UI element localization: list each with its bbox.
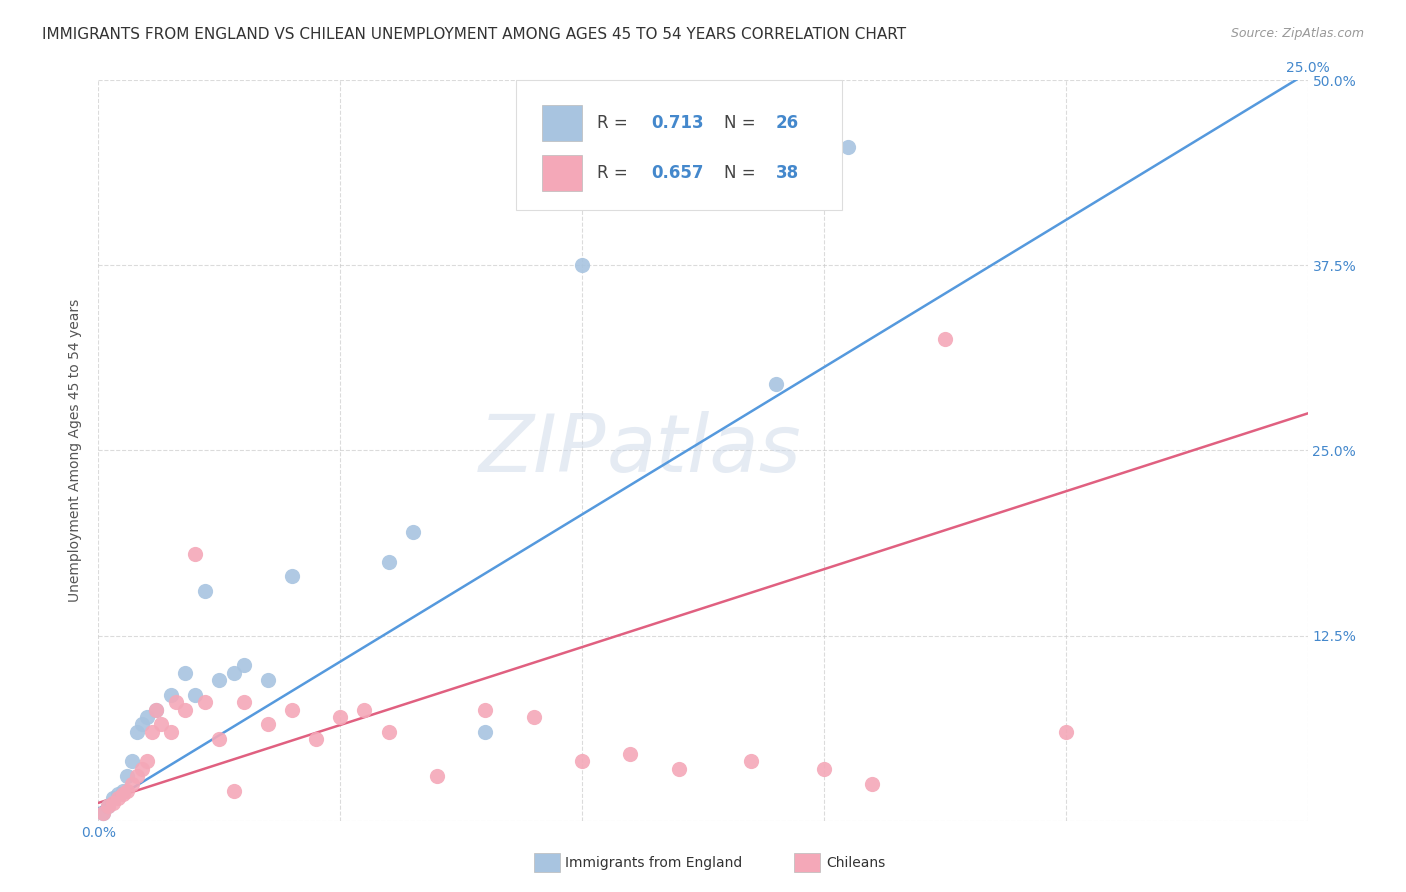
Point [765,376,787,391]
Point [208,732,231,747]
Text: 0.657: 0.657 [651,164,703,182]
Point [256,673,278,687]
Point [117,769,139,783]
Text: N =: N = [724,114,761,132]
Point [117,784,139,798]
Point [256,717,278,731]
Point [91,806,114,821]
Point [111,784,134,798]
Text: R =: R = [596,164,633,182]
Point [160,724,183,739]
Point [305,732,328,747]
Text: 38: 38 [776,164,799,182]
Point [127,724,149,739]
Point [474,724,496,739]
Point [131,717,153,731]
Point [740,755,762,769]
Point [121,776,143,791]
Point [837,140,859,154]
Point [222,665,245,680]
Text: N =: N = [724,164,761,182]
Point [474,703,496,717]
Point [150,717,173,731]
Y-axis label: Unemployment Among Ages 45 to 54 years: Unemployment Among Ages 45 to 54 years [69,299,83,602]
Point [353,703,375,717]
Point [194,584,217,599]
Point [184,547,207,561]
Point [426,769,449,783]
Point [97,798,120,813]
Point [101,796,124,810]
FancyBboxPatch shape [543,155,582,191]
FancyBboxPatch shape [516,80,842,210]
Point [571,259,593,273]
Point [194,695,217,709]
Point [281,569,304,583]
Point [281,703,304,717]
Point [232,658,254,673]
Text: IMMIGRANTS FROM ENGLAND VS CHILEAN UNEMPLOYMENT AMONG AGES 45 TO 54 YEARS CORREL: IMMIGRANTS FROM ENGLAND VS CHILEAN UNEMP… [42,27,907,42]
Point [160,688,183,702]
Point [131,762,153,776]
Point [91,806,114,821]
Point [329,710,352,724]
Point [232,695,254,709]
Point [174,665,197,680]
Point [174,703,197,717]
Text: 0.713: 0.713 [651,114,703,132]
Point [377,724,399,739]
Point [1054,724,1077,739]
Point [107,791,129,805]
Point [107,787,129,801]
Point [934,332,956,346]
Point [127,769,149,783]
Point [377,555,399,569]
Point [135,710,157,724]
Text: Chileans: Chileans [827,855,886,870]
Point [101,791,124,805]
Point [121,755,143,769]
Point [402,524,425,539]
Text: R =: R = [596,114,633,132]
Point [813,762,835,776]
Point [860,776,883,791]
Point [135,755,157,769]
Point [668,762,690,776]
Point [141,724,163,739]
Text: atlas: atlas [606,411,801,490]
Point [523,710,546,724]
Text: 26: 26 [776,114,799,132]
Point [145,703,167,717]
Text: Source: ZipAtlas.com: Source: ZipAtlas.com [1230,27,1364,40]
Text: ZIP: ZIP [479,411,606,490]
Point [165,695,187,709]
Point [145,703,167,717]
Point [184,688,207,702]
Text: Immigrants from England: Immigrants from England [565,855,742,870]
Point [97,798,120,813]
Point [619,747,641,761]
Point [111,787,134,801]
Point [222,784,245,798]
Point [571,755,593,769]
FancyBboxPatch shape [543,105,582,141]
Point [208,673,231,687]
